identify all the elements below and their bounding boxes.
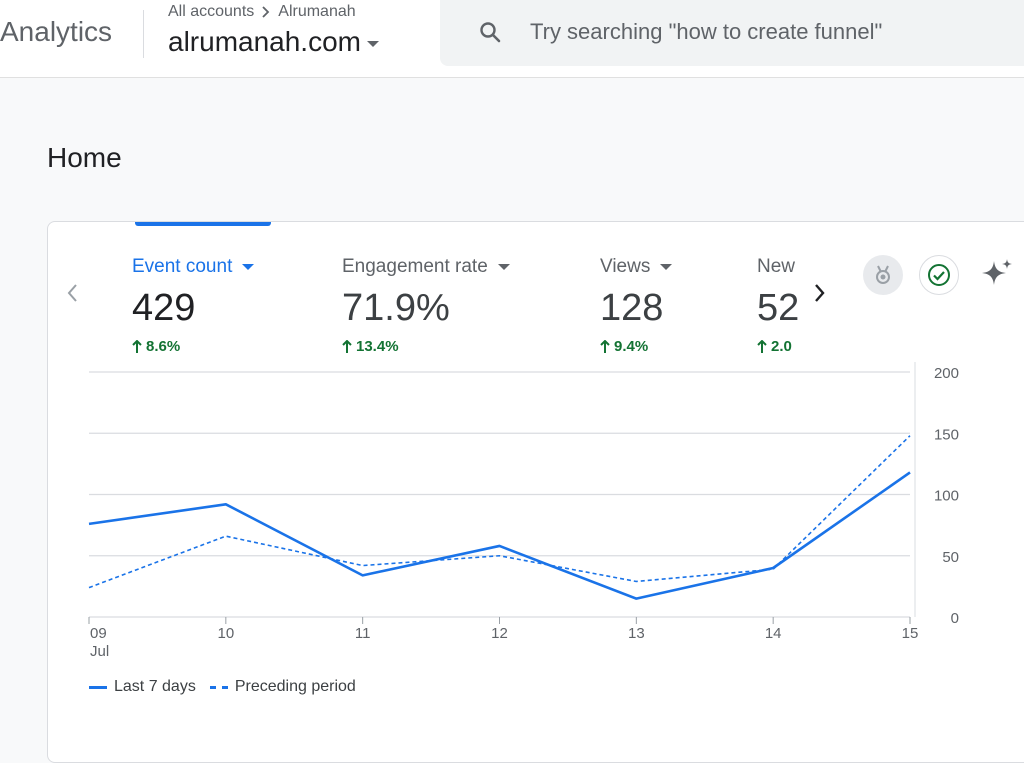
header-divider xyxy=(143,10,144,58)
arrow-up-icon xyxy=(757,340,767,354)
legend-item-last-7-days[interactable]: Last 7 days xyxy=(89,678,196,696)
y-tick-label: 50 xyxy=(942,549,959,566)
search-placeholder: Try searching "how to create funnel" xyxy=(530,19,882,45)
metric-delta-text: 8.6% xyxy=(146,338,180,355)
y-tick-label: 200 xyxy=(934,365,959,382)
dropdown-icon[interactable] xyxy=(498,264,510,270)
metric-event-count[interactable]: Event count 429 8.6% xyxy=(132,256,254,355)
x-tick-label: 13 xyxy=(628,625,645,642)
legend-swatch-solid xyxy=(89,686,107,689)
breadcrumb-all-accounts[interactable]: All accounts xyxy=(168,3,254,21)
chart-legend: Last 7 days Preceding period xyxy=(89,678,356,696)
metric-new-users[interactable]: New 52 2.0 xyxy=(757,256,799,355)
y-tick-label: 0 xyxy=(951,610,959,627)
metric-clip: New 52 2.0 xyxy=(757,252,807,362)
legend-label: Last 7 days xyxy=(114,678,196,696)
x-tick-label: 15 xyxy=(902,625,919,642)
arrow-up-icon xyxy=(342,340,352,354)
dropdown-icon[interactable] xyxy=(242,264,254,270)
active-tab-indicator xyxy=(135,222,271,226)
x-tick-label: 11 xyxy=(355,625,371,642)
metric-value: 128 xyxy=(600,286,672,330)
legend-swatch-dashed xyxy=(210,686,228,689)
metric-delta-text: 2.0 xyxy=(771,338,792,355)
metric-value: 429 xyxy=(132,286,254,330)
chevron-right-icon xyxy=(258,4,274,20)
metric-delta: 2.0 xyxy=(757,338,799,355)
metric-label: Event count xyxy=(132,256,254,278)
metric-value: 71.9% xyxy=(342,286,510,330)
x-tick-label: 09 xyxy=(90,625,107,642)
metric-label-text: Views xyxy=(600,256,650,278)
metric-delta: 8.6% xyxy=(132,338,254,355)
sparkle-icon[interactable] xyxy=(980,257,1014,291)
property-selector[interactable]: alrumanah.com xyxy=(168,26,379,58)
metric-engagement-rate[interactable]: Engagement rate 71.9% 13.4% xyxy=(342,256,510,355)
metric-label: New xyxy=(757,256,799,278)
metric-delta: 9.4% xyxy=(600,338,672,355)
account-breadcrumb[interactable]: All accounts Alrumanah xyxy=(168,3,356,21)
metric-label-text: New xyxy=(757,256,795,278)
metric-label: Views xyxy=(600,256,672,278)
metric-value: 52 xyxy=(757,286,799,330)
metric-delta-text: 13.4% xyxy=(356,338,399,355)
legend-label: Preceding period xyxy=(235,678,356,696)
medal-badge[interactable] xyxy=(863,255,903,295)
arrow-up-icon xyxy=(600,340,610,354)
x-tick-label: 12 xyxy=(491,625,508,642)
caret-down-icon xyxy=(367,41,379,47)
x-tick-label: 14 xyxy=(765,625,782,642)
x-tick-sublabel: Jul xyxy=(90,643,109,660)
line-chart: 0 50 100 150 200 09 10 11 12 13 14 15 Jul xyxy=(48,362,1024,672)
chevron-right-icon[interactable] xyxy=(808,280,832,306)
y-tick-label: 150 xyxy=(934,426,959,443)
page-title: Home xyxy=(47,142,122,174)
legend-item-preceding-period[interactable]: Preceding period xyxy=(210,678,356,696)
overview-card: Event count 429 8.6% Engagement rate 71.… xyxy=(47,221,1024,763)
check-circle-icon xyxy=(927,263,951,287)
check-badge[interactable] xyxy=(919,255,959,295)
property-name: alrumanah.com xyxy=(168,26,361,58)
y-tick-label: 100 xyxy=(934,488,959,505)
top-bar: Analytics All accounts Alrumanah alruman… xyxy=(0,0,1024,78)
search-icon xyxy=(478,20,502,44)
arrow-up-icon xyxy=(132,340,142,354)
x-tick-label: 10 xyxy=(217,625,234,642)
dropdown-icon[interactable] xyxy=(660,264,672,270)
search-bar[interactable]: Try searching "how to create funnel" xyxy=(440,0,1024,66)
metric-views[interactable]: Views 128 9.4% xyxy=(600,256,672,355)
chevron-left-icon[interactable] xyxy=(60,280,84,306)
metric-label: Engagement rate xyxy=(342,256,510,278)
app-name[interactable]: Analytics xyxy=(0,16,112,48)
series-line-last-7-days[interactable] xyxy=(89,472,910,598)
metric-label-text: Engagement rate xyxy=(342,256,488,278)
metric-delta-text: 9.4% xyxy=(614,338,648,355)
metric-delta: 13.4% xyxy=(342,338,510,355)
metric-label-text: Event count xyxy=(132,256,232,278)
breadcrumb-account[interactable]: Alrumanah xyxy=(278,3,355,21)
series-line-preceding-period[interactable] xyxy=(89,436,910,588)
medal-icon xyxy=(872,264,894,286)
